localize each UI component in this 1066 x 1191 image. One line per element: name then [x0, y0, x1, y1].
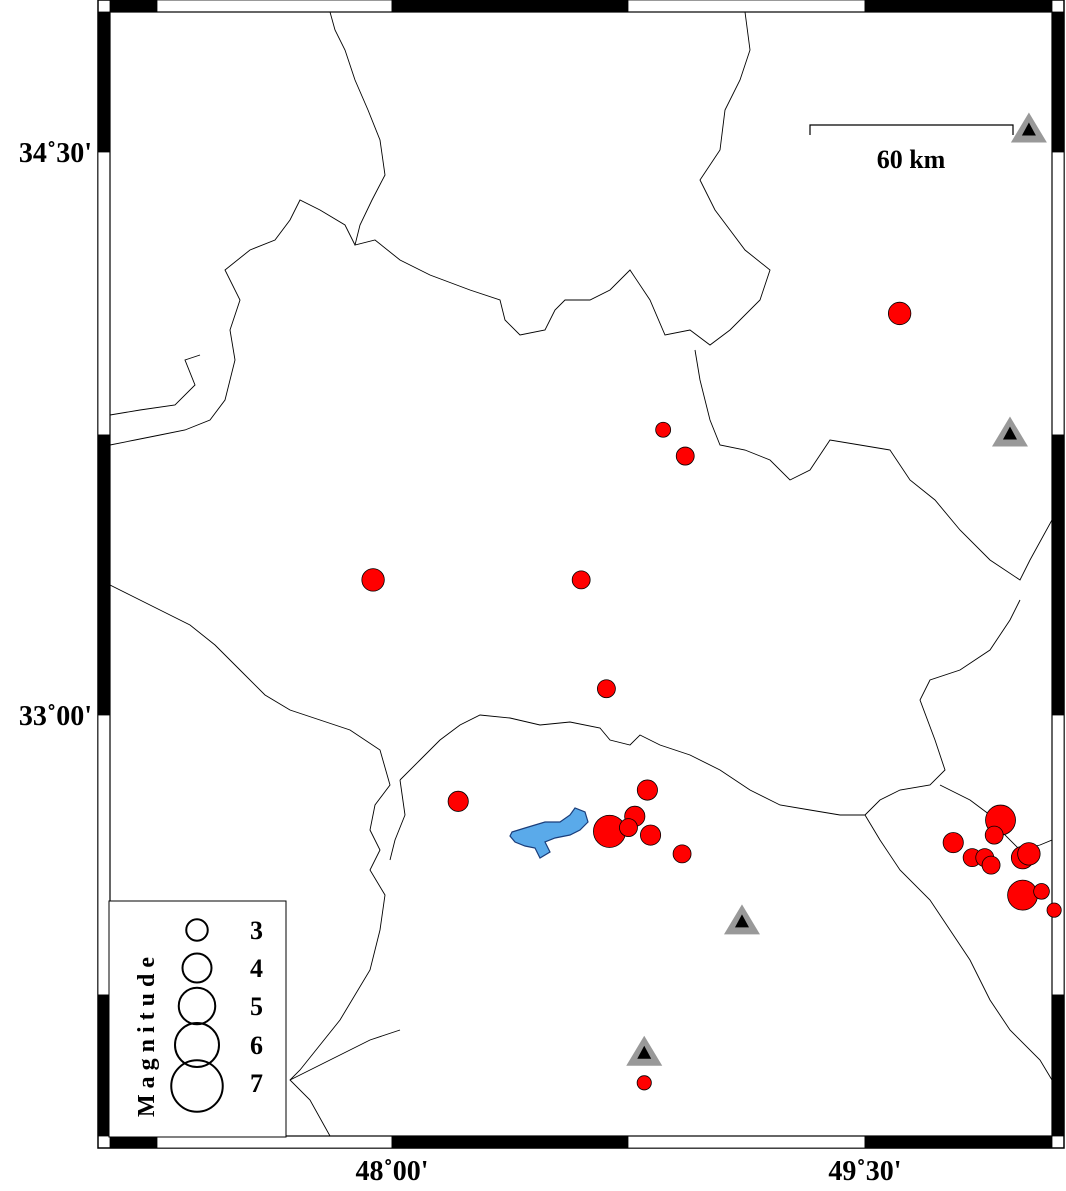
frame-checker-bars	[97, 0, 1065, 1149]
earthquake-event	[636, 1075, 652, 1091]
frame-bar	[627, 0, 866, 13]
station-triangle-icon	[626, 1035, 663, 1066]
frame-bar	[97, 11, 111, 153]
earthquake-event	[1046, 902, 1062, 918]
frame-bar	[97, 994, 111, 1137]
axis-labels: 48˚00' 49˚30' 34˚30' 33˚00'	[19, 138, 902, 1187]
earthquake-event	[1017, 842, 1041, 866]
y-tick-label: 33˚00'	[19, 701, 92, 732]
station-triangle-icon	[991, 416, 1028, 447]
earthquake-event	[640, 824, 662, 846]
earthquake-event	[361, 568, 385, 592]
earthquake-event	[675, 446, 695, 466]
earthquake-event	[1007, 879, 1038, 911]
earthquake-event	[571, 570, 591, 590]
frame-bar	[864, 0, 1053, 13]
map-inner-border	[109, 11, 1053, 1137]
earthquake-event	[672, 844, 692, 864]
earthquake-event	[447, 790, 469, 812]
province-borders	[110, 12, 1052, 1136]
stations-layer	[626, 112, 1047, 1066]
earthquake-event	[619, 818, 638, 837]
earthquake-event	[981, 855, 1001, 875]
frame-bar	[1051, 994, 1065, 1137]
legend-circle	[185, 918, 209, 942]
y-tick-label: 34˚30'	[19, 138, 92, 169]
x-tick-label: 49˚30'	[828, 1156, 901, 1186]
events-layer	[361, 301, 1062, 1091]
frame-bar	[1051, 151, 1065, 436]
legend-label: 3	[250, 916, 263, 945]
scale-bar: 60 km	[809, 124, 1014, 174]
legend-label: 4	[250, 954, 263, 983]
frame-bar	[109, 1135, 158, 1149]
earthquake-event	[636, 779, 658, 801]
frame-bar	[156, 0, 393, 13]
frame-bar	[864, 1135, 1053, 1149]
earthquake-event	[597, 679, 616, 699]
frame-bar	[1051, 434, 1065, 716]
earthquake-event	[984, 825, 1004, 845]
frame-bar	[156, 1135, 393, 1149]
earthquake-event	[1033, 883, 1050, 900]
earthquake-event	[887, 301, 912, 326]
scale-bar-label: 60 km	[877, 145, 946, 174]
legend-circle	[174, 1022, 220, 1068]
legend-circle	[170, 1059, 224, 1113]
earthquake-event	[942, 832, 964, 854]
legend-label: 7	[250, 1069, 263, 1098]
x-tick-label: 48˚00'	[355, 1156, 428, 1186]
frame-bar	[97, 714, 111, 996]
station-triangle-icon	[1010, 112, 1047, 143]
frame-bar	[97, 434, 111, 716]
magnitude-legend: Magnitude 3 4 5 6 7	[108, 900, 287, 1138]
legend-label: 5	[250, 992, 263, 1021]
lake	[509, 807, 589, 859]
frame-bar	[1051, 11, 1065, 153]
legend-circle	[177, 986, 217, 1026]
earthquake-event	[655, 421, 672, 438]
frame-bar	[391, 0, 629, 13]
frame-bar	[627, 1135, 866, 1149]
frame-bar	[109, 0, 158, 13]
legend-label: 6	[250, 1031, 263, 1060]
station-triangle-icon	[723, 904, 760, 935]
frame-bar	[1051, 714, 1065, 996]
frame-bar	[97, 151, 111, 436]
frame-bar	[391, 1135, 629, 1149]
legend-circle	[181, 952, 213, 984]
legend-title: Magnitude	[134, 951, 160, 1117]
